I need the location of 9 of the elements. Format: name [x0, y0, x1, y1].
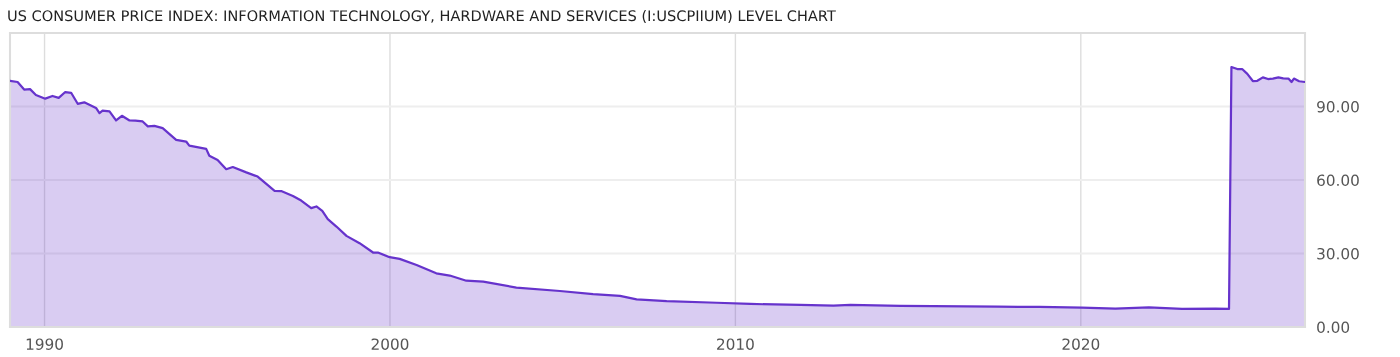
chart-title: US CONSUMER PRICE INDEX: INFORMATION TECHNOLOGY, HARDWARE AND SERVICES (I:USCPIIUM) LEVEL CHART [8, 9, 836, 23]
y-tick-label: 90.00 [1317, 100, 1359, 113]
x-tick-label: 2000 [371, 338, 409, 350]
y-tick-label: 0.00 [1317, 321, 1350, 334]
x-tick-label: 1990 [26, 338, 63, 350]
x-tick-label: 2020 [1062, 338, 1100, 350]
y-tick-label: 60.00 [1317, 174, 1359, 187]
x-tick-label: 2010 [717, 338, 754, 350]
y-tick-label: 30.00 [1317, 247, 1359, 260]
